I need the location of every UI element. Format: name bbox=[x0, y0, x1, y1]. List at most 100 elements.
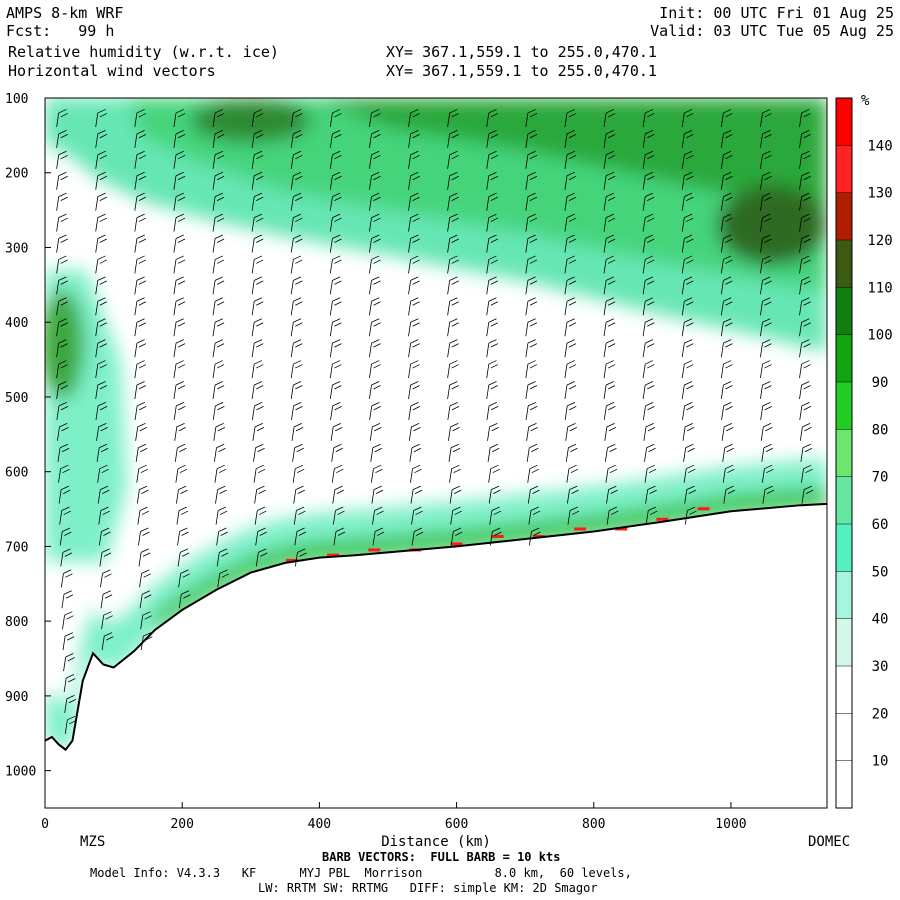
wind-barb bbox=[408, 192, 420, 211]
wind-barb bbox=[213, 443, 226, 462]
wind-barb bbox=[448, 443, 461, 462]
wind-barb bbox=[140, 632, 153, 651]
colorbar-swatch bbox=[836, 192, 852, 240]
wind-barb bbox=[566, 464, 579, 483]
wind-barb bbox=[134, 130, 147, 148]
wind-barb bbox=[564, 171, 577, 190]
wind-barb bbox=[799, 130, 811, 148]
wind-barb bbox=[329, 150, 342, 169]
wind-barb bbox=[409, 443, 422, 462]
wind-barb bbox=[330, 402, 342, 420]
wind-barb bbox=[799, 150, 811, 169]
wind-barb bbox=[134, 318, 147, 337]
wind-barb bbox=[212, 192, 225, 211]
wind-barb bbox=[528, 506, 541, 525]
wind-barb bbox=[525, 318, 538, 337]
wind-barb bbox=[62, 632, 75, 651]
wind-barb bbox=[486, 318, 498, 337]
colorbar-swatch bbox=[836, 429, 852, 477]
wind-barb bbox=[173, 318, 186, 337]
wind-barb bbox=[681, 213, 694, 232]
wind-barb bbox=[97, 485, 110, 504]
wind-barb bbox=[448, 422, 460, 441]
wind-barb bbox=[489, 506, 502, 525]
wind-barb bbox=[606, 485, 618, 504]
wind-barb bbox=[760, 109, 772, 128]
colorbar-swatch bbox=[836, 240, 852, 288]
wind-barb bbox=[173, 192, 186, 211]
wind-barb bbox=[140, 611, 152, 630]
wind-barb bbox=[447, 360, 459, 379]
wind-barb bbox=[722, 443, 734, 462]
wind-barb bbox=[173, 234, 186, 253]
wind-barb bbox=[447, 297, 459, 316]
wind-barb bbox=[525, 171, 538, 190]
wind-barb bbox=[681, 318, 694, 337]
wind-barb bbox=[447, 276, 459, 295]
wind-barb bbox=[331, 464, 344, 483]
wind-barb bbox=[642, 276, 655, 295]
wind-barb bbox=[408, 255, 420, 274]
wind-barb bbox=[642, 109, 655, 128]
wind-barb bbox=[251, 381, 264, 400]
wind-barb bbox=[564, 192, 577, 211]
wind-barb bbox=[799, 297, 811, 316]
terrain-mask bbox=[45, 503, 827, 808]
wind-barb bbox=[290, 213, 303, 232]
wind-barb bbox=[370, 464, 383, 483]
wind-barb bbox=[720, 339, 733, 358]
wind-barb bbox=[606, 506, 619, 525]
wind-barb bbox=[369, 297, 381, 316]
wind-barb bbox=[682, 422, 695, 441]
wind-barb bbox=[760, 130, 772, 148]
wind-barb bbox=[799, 213, 811, 232]
wind-barb bbox=[100, 590, 113, 609]
wind-barb bbox=[139, 569, 151, 588]
wind-barb bbox=[216, 548, 229, 567]
wind-barb bbox=[60, 548, 73, 567]
forecast-hour: Fcst: 99 h bbox=[6, 22, 115, 40]
x-tick-label: 600 bbox=[445, 817, 468, 832]
wind-barb bbox=[450, 506, 462, 525]
wind-barb bbox=[369, 130, 381, 148]
y-tick-label: 1000 bbox=[5, 765, 36, 780]
wind-barb bbox=[290, 171, 303, 190]
wind-barb bbox=[760, 171, 772, 190]
wind-barb bbox=[643, 422, 656, 441]
wind-barb bbox=[603, 213, 616, 232]
wind-barb bbox=[760, 297, 772, 316]
wind-barb bbox=[564, 318, 577, 337]
wind-barb bbox=[450, 527, 463, 546]
wind-barb bbox=[173, 213, 186, 232]
wind-barb bbox=[447, 192, 459, 211]
colorbar-label: 140 bbox=[867, 138, 892, 154]
wind-barb bbox=[63, 674, 76, 693]
wind-barb bbox=[290, 360, 303, 379]
wind-barb bbox=[97, 464, 109, 483]
x-axis-label: Distance (km) bbox=[381, 834, 491, 850]
barb-legend: BARB VECTORS: FULL BARB = 10 kts bbox=[322, 850, 561, 864]
upper-moist-max bbox=[717, 185, 827, 266]
wind-barb bbox=[176, 485, 188, 504]
wind-barb bbox=[290, 381, 303, 400]
wind-barb bbox=[369, 402, 381, 420]
wind-barb bbox=[173, 255, 186, 274]
wind-barb bbox=[486, 109, 498, 128]
wind-barb bbox=[251, 150, 264, 169]
wind-barb bbox=[411, 506, 423, 525]
wind-barb bbox=[486, 150, 498, 169]
wind-barb bbox=[217, 569, 230, 588]
wind-barb bbox=[526, 443, 539, 462]
wind-barb bbox=[212, 402, 225, 420]
wind-barb bbox=[134, 360, 147, 379]
colorbar-swatch bbox=[836, 98, 852, 146]
wind-barb bbox=[486, 276, 498, 295]
wind-barb bbox=[720, 255, 733, 274]
wind-barb bbox=[799, 192, 811, 211]
wind-barb bbox=[56, 213, 68, 232]
y-tick-label: 600 bbox=[5, 466, 28, 481]
wind-barb bbox=[801, 485, 814, 504]
wind-barb bbox=[56, 360, 68, 379]
wind-barb bbox=[369, 109, 381, 128]
wind-barb bbox=[173, 402, 186, 420]
